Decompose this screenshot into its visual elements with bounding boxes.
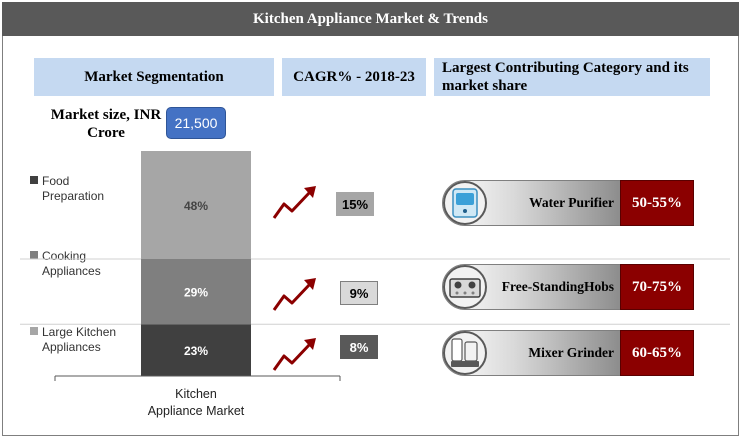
x-category-line1: Kitchen <box>175 387 217 401</box>
category-name: Free-Standing Hobs <box>500 264 618 310</box>
page-title: Kitchen Appliance Market & Trends <box>2 2 739 36</box>
category-name: Mixer Grinder <box>528 345 614 360</box>
bar-segment-food-preparation <box>141 151 251 259</box>
legend-swatch <box>30 251 38 259</box>
data-label: 48% <box>184 199 208 213</box>
water-purifier-icon <box>443 181 487 225</box>
cagr-cooking-appliances: 9% <box>340 281 378 305</box>
bar-segment-large-kitchen-appliances <box>141 324 251 376</box>
gas-hob-icon <box>443 265 487 309</box>
market-size-value: 21,500 <box>166 107 226 139</box>
category-name-line1: Free-Standing <box>501 279 584 294</box>
data-label: 29% <box>184 286 208 300</box>
category-share: 70-75% <box>620 264 694 310</box>
x-axis-category-label: Kitchen Appliance Market <box>128 386 264 420</box>
cagr-large-kitchen-appliances: 8% <box>340 335 378 359</box>
header-market-segmentation: Market Segmentation <box>34 58 274 96</box>
data-label: 23% <box>184 344 208 358</box>
cagr-food-preparation: 15% <box>336 192 374 216</box>
trend-up-arrow-icon <box>272 338 316 371</box>
legend-swatch <box>30 176 38 184</box>
legend-swatch <box>30 327 38 335</box>
category-share: 60-65% <box>620 330 694 376</box>
market-size-label: Market size, INR Crore <box>50 107 162 141</box>
category-name-line2: Hobs <box>583 279 614 294</box>
mixer-grinder-icon <box>443 331 487 375</box>
legend-label-line2: Appliances <box>42 340 101 354</box>
header-cagr: CAGR% - 2018-23 <box>282 58 426 96</box>
trend-up-arrow-icon <box>272 278 316 311</box>
legend-label-line1: Food <box>42 174 70 188</box>
trend-up-arrow-icon <box>272 186 316 219</box>
legend-label-line2: Preparation <box>42 189 105 203</box>
legend-item-food-preparation: Food Preparation <box>30 174 104 204</box>
legend-item-large-kitchen-appliances: Large Kitchen Appliances <box>30 325 116 355</box>
legend-label-line2: Appliances <box>42 264 101 278</box>
bar-segment-cooking-appliances <box>141 259 251 325</box>
legend-label-line1: Large Kitchen <box>42 325 117 339</box>
category-share: 50-55% <box>620 180 694 226</box>
x-category-line2: Appliance Market <box>147 404 245 418</box>
category-name: Water Purifier <box>529 195 614 210</box>
header-largest-category: Largest Contributing Category and its ma… <box>434 58 710 96</box>
